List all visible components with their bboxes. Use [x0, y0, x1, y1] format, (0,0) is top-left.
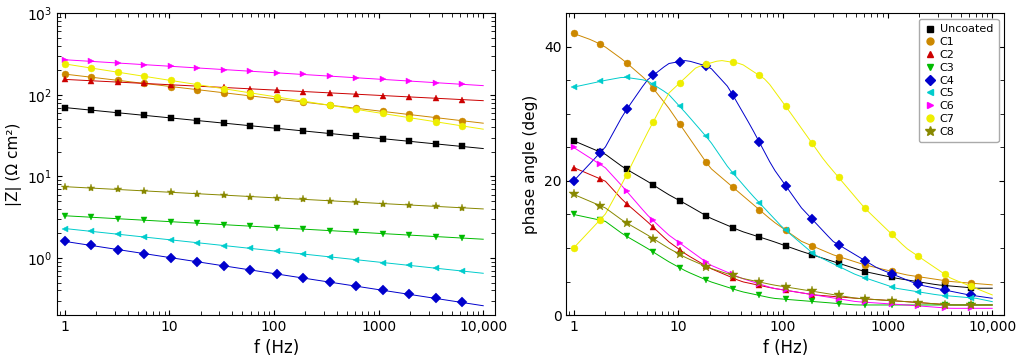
Y-axis label: |Z| (Ω cm²): |Z| (Ω cm²): [5, 122, 22, 206]
X-axis label: f (Hz): f (Hz): [763, 339, 808, 358]
X-axis label: f (Hz): f (Hz): [254, 339, 299, 358]
Y-axis label: phase angle (deg): phase angle (deg): [523, 95, 539, 234]
Legend: Uncoated, C1, C2, C3, C4, C5, C6, C7, C8: Uncoated, C1, C2, C3, C4, C5, C6, C7, C8: [919, 19, 998, 142]
